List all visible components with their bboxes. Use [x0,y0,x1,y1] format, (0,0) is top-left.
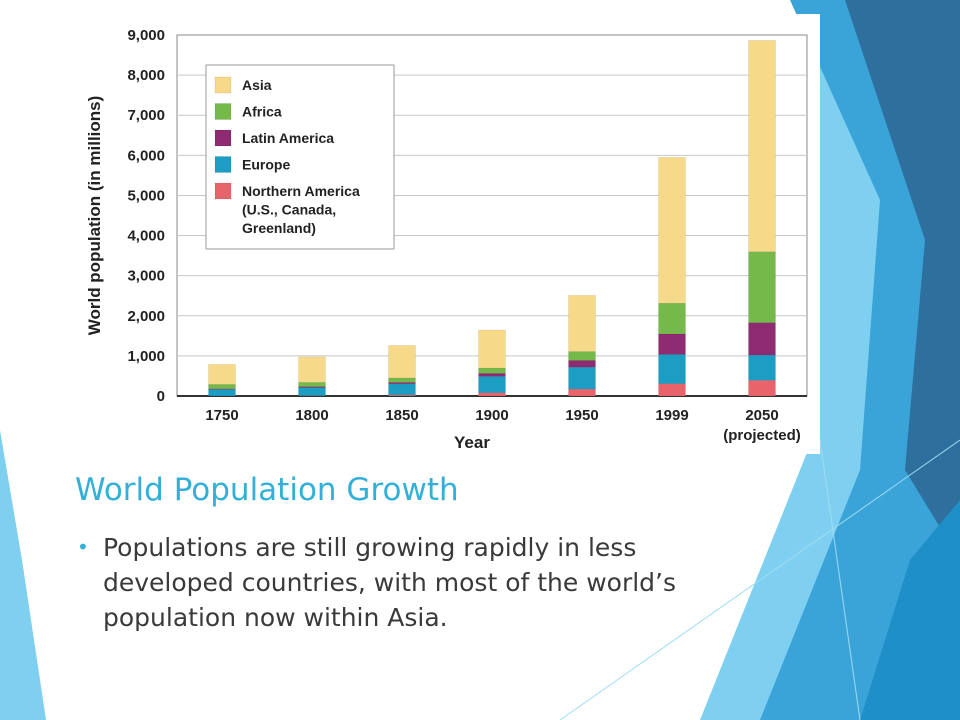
legend-label: Greenland) [242,220,316,236]
bar-segment-asia [658,157,686,304]
bar-segment-latin-america [658,333,686,355]
bar-segment-europe [298,387,326,396]
y-axis-label: World population (in millions) [85,96,104,336]
slide-title: World Population Growth [75,472,459,508]
bar-segment-asia [388,345,416,379]
x-axis-label: Year [454,433,490,452]
y-tick-label: 3,000 [127,268,165,285]
bar-segment-latin-america [208,388,236,390]
population-stacked-bar-chart: 0 1,000 2,000 3,000 4,000 5,000 6,000 7,000 8,00… [85,27,808,452]
x-tick-label: 1900 [475,407,508,424]
bar-segment-africa [478,367,506,374]
x-tick-label: 2050 [745,407,778,424]
bullet-dot-icon: • [77,535,89,559]
bullet-list: • Populations are still growing rapidly … [75,530,765,635]
bar-segment-africa [298,382,326,387]
deco-right-dark-panel [845,0,960,560]
y-tick-label: 1,000 [127,348,165,365]
x-tick-label: 1800 [295,407,328,424]
legend-label: Northern America [242,183,360,199]
bar-segment-europe [388,383,416,396]
legend-label: Latin America [242,130,334,146]
y-tick-label: 7,000 [127,107,165,124]
legend-label: Europe [242,157,290,173]
bar-segment-europe [568,366,596,390]
bar-segment-africa [658,302,686,335]
bar-segment-northern-america [658,383,686,397]
bar-segment-africa [748,251,776,323]
bar-segment-northern-america [478,392,506,397]
population-chart-panel: 0 1,000 2,000 3,000 4,000 5,000 6,000 7,000 8,00… [60,14,820,454]
x-tick-note: (projected) [723,427,801,444]
bar-segment-africa [388,377,416,383]
y-tick-label: 8,000 [127,67,165,84]
y-tick-label: 0 [157,388,165,405]
bar-segment-asia [208,364,236,385]
bar-segment-africa [568,351,596,361]
bar-segment-africa [208,384,236,389]
bullet-text: Populations are still growing rapidly in… [103,533,677,632]
legend-label: Asia [242,77,272,93]
bar-segment-northern-america [748,380,776,397]
x-tick-label: 1950 [565,407,598,424]
legend-swatch [214,103,232,120]
bar-segment-latin-america [568,360,596,368]
legend-swatch [214,76,232,94]
x-tick-label: 1850 [385,407,418,424]
legend-swatch [214,182,232,200]
deco-left-light-strip [0,430,46,720]
bar-segment-europe [478,376,506,393]
bullet-item: • Populations are still growing rapidly … [75,530,765,635]
bar-segment-asia [478,329,506,369]
bar-segment-asia [568,295,596,352]
legend-box [205,64,395,250]
bar-segment-europe [208,389,236,397]
bar-segment-asia [748,40,776,252]
x-tick-label: 1750 [205,407,238,424]
y-tick-label: 9,000 [127,27,165,44]
x-tick-label: 1999 [655,407,688,424]
bar-segment-europe [748,354,776,381]
bar-segment-asia [298,356,326,383]
legend-swatch [214,129,232,147]
legend-swatch [214,156,232,173]
bar-segment-latin-america [748,322,776,356]
y-tick-label: 5,000 [127,187,165,204]
deco-thin-line-1 [559,439,960,720]
y-tick-label: 4,000 [127,228,165,245]
bar-segment-latin-america [478,373,506,377]
deco-right-bottom-panel [860,500,960,720]
y-tick-label: 6,000 [127,147,165,164]
y-tick-label: 2,000 [127,308,165,325]
legend-label: (U.S., Canada, [242,202,336,218]
bar-segment-europe [658,354,686,384]
bar-segment-northern-america [568,388,596,397]
legend-label: Africa [242,104,282,120]
